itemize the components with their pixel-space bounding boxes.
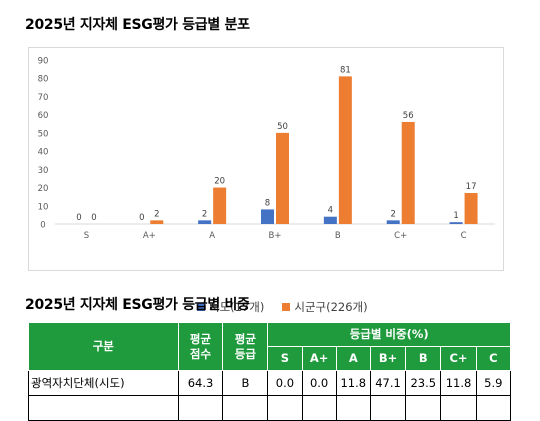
chart-area: 0 10 20 30 40 50 60 70 80 90 S 0 0 A+ 0 2 A 2 20 B+ 8 50 B 4 81 C…	[28, 47, 504, 314]
partial-cell	[222, 395, 269, 421]
legend-swatch	[197, 303, 205, 311]
row-ratio-2: 11.8	[335, 370, 371, 396]
row-ratio-0: 0.0	[267, 370, 303, 396]
bar-0	[386, 220, 400, 224]
row-ratio-5: 11.8	[440, 370, 477, 396]
x-tick-label: B+	[269, 231, 282, 241]
partial-cell	[301, 395, 337, 421]
chart-legend: 시도(17개) 시군구(226개)	[197, 299, 386, 315]
y-tick-label: 50	[38, 129, 49, 139]
partial-cell	[267, 395, 303, 421]
row-ratio-4: 23.5	[405, 370, 442, 396]
chart-title: 2025년 지자체 ESG평가 등급별 분포	[25, 17, 250, 33]
header-grade-3: B+	[369, 346, 407, 371]
header-grade-5: C+	[440, 346, 477, 371]
partial-cell	[28, 395, 179, 421]
legend-label: 시도(17개)	[209, 300, 265, 314]
y-tick-label: 70	[38, 93, 49, 103]
data-label: 4	[328, 206, 333, 216]
row-ratio-1: 0.0	[301, 370, 337, 396]
y-tick-label: 20	[38, 184, 49, 194]
bar-1	[401, 121, 415, 224]
y-tick-label: 10	[38, 202, 49, 212]
header-avg-score: 평균 점수	[177, 322, 224, 371]
bar-0	[449, 222, 463, 224]
bar-1	[276, 132, 289, 224]
partial-cell	[177, 395, 224, 421]
x-tick-label: C	[461, 231, 467, 241]
header-grade-4: B	[405, 346, 442, 371]
bar-1	[213, 187, 227, 224]
row-name: 광역자치단체(시도)	[28, 370, 179, 396]
row-avg-score: 64.3	[177, 370, 224, 396]
x-tick-label: B	[335, 231, 341, 241]
legend-swatch	[282, 303, 291, 311]
header-grade-ratio: 등급별 비중(%)	[267, 322, 511, 347]
data-label: 0	[91, 213, 96, 223]
data-label: 2	[391, 209, 396, 219]
data-label: 20	[214, 177, 225, 187]
x-tick-label: A	[209, 231, 215, 241]
row-ratio-3: 47.1	[369, 370, 407, 396]
header-grade-1: A+	[301, 346, 337, 371]
data-label: 17	[466, 182, 477, 192]
bar-0	[323, 216, 337, 224]
grade-ratio-table: 구분 평균 점수 평균 등급 등급별 비중(%) S A+ A B+ B C+ C 광역자치단체…	[28, 322, 512, 421]
data-label: 81	[340, 65, 351, 75]
header-grade-2: A	[335, 346, 371, 371]
data-label: 0	[76, 213, 81, 223]
bar-1	[338, 76, 352, 225]
header-avg-grade: 평균 등급	[222, 322, 269, 371]
data-label: 2	[154, 209, 159, 219]
legend-label: 시군구(226개)	[294, 300, 368, 314]
header-grade-6: C	[475, 346, 512, 371]
partial-cell	[405, 395, 442, 421]
data-label: 56	[403, 111, 414, 121]
table-row-partial	[28, 395, 512, 421]
partial-cell	[475, 395, 512, 421]
x-tick-label: A+	[143, 231, 156, 241]
x-tick-label: S	[84, 231, 89, 241]
data-label: 2	[202, 209, 207, 219]
row-avg-grade: B	[222, 370, 269, 396]
y-tick-label: 30	[38, 166, 49, 176]
row-ratio-6: 5.9	[475, 370, 512, 396]
table-row: 광역자치단체(시도) 64.3 B 0.0 0.0 11.8 47.1 23.5 11.8 5.9	[28, 370, 512, 396]
partial-cell	[440, 395, 477, 421]
data-label: 1	[453, 211, 458, 221]
bar-1	[150, 220, 164, 224]
y-tick-label: 90	[38, 57, 49, 67]
data-label: 50	[277, 122, 288, 132]
y-tick-label: 40	[38, 148, 49, 158]
legend-item-1: 시군구(226개)	[282, 299, 368, 315]
data-label: 8	[265, 198, 270, 208]
header-group: 구분	[28, 322, 179, 371]
data-label: 0	[139, 213, 144, 223]
bar-1	[464, 193, 478, 224]
partial-cell	[335, 395, 371, 421]
y-tick-label: 60	[38, 111, 49, 121]
y-tick-label: 0	[40, 221, 45, 231]
bar-0	[198, 220, 212, 224]
x-tick-label: C+	[394, 231, 407, 241]
legend-item-0: 시도(17개)	[197, 299, 264, 315]
partial-cell	[369, 395, 407, 421]
header-grade-0: S	[267, 346, 303, 371]
table-title: 2025년 지자체 ESG평가 등급별 비중	[25, 297, 250, 313]
y-tick-label: 80	[38, 75, 49, 85]
bar-0	[261, 209, 274, 224]
